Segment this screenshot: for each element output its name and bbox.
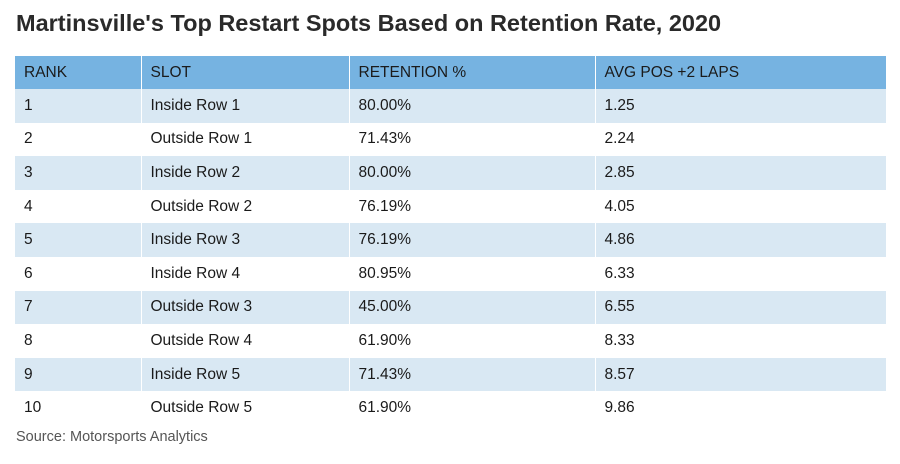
rank-cell: 1 [15,89,142,123]
table-row: 10 Outside Row 5 61.90% 9.86 [15,391,886,425]
rank-cell: 8 [15,324,142,358]
column-header-avg-pos: AVG POS +2 LAPS [595,56,886,89]
avg-pos-cell: 8.33 [595,324,886,358]
avg-pos-cell: 4.05 [595,189,886,224]
slot-cell: Outside Row 2 [141,189,350,224]
table-row: 4 Outside Row 2 76.19% 4.05 [15,189,886,224]
retention-cell: 80.00% [349,89,596,123]
avg-pos-cell: 2.24 [595,122,886,157]
retention-cell: 76.19% [349,189,596,224]
rank-cell: 5 [15,223,142,257]
table-row: 8 Outside Row 4 61.90% 8.33 [15,324,886,358]
slot-cell: Outside Row 1 [141,122,350,157]
avg-pos-cell: 8.57 [595,357,886,392]
chart-title: Martinsville's Top Restart Spots Based o… [16,10,722,36]
avg-pos-cell: 6.55 [595,290,886,325]
rank-cell: 3 [15,156,142,190]
retention-cell: 61.90% [349,324,596,358]
column-header-rank: RANK [15,56,142,89]
source-note: Source: Motorsports Analytics [16,429,208,445]
retention-cell: 80.95% [349,256,596,291]
table-row: 2 Outside Row 1 71.43% 2.24 [15,122,886,157]
slot-cell: Inside Row 4 [141,256,350,291]
retention-cell: 71.43% [349,122,596,157]
table-row: 1 Inside Row 1 80.00% 1.25 [15,89,886,123]
table-row: 9 Inside Row 5 71.43% 8.57 [15,357,886,392]
rank-cell: 7 [15,290,142,325]
slot-cell: Inside Row 5 [141,357,350,392]
rank-cell: 4 [15,189,142,224]
rank-cell: 2 [15,122,142,157]
retention-cell: 80.00% [349,156,596,190]
rank-cell: 6 [15,256,142,291]
rank-cell: 10 [15,391,142,425]
table-header-row: RANK SLOT RETENTION % AVG POS +2 LAPS [15,56,886,89]
rank-cell: 9 [15,357,142,392]
table-row: 5 Inside Row 3 76.19% 4.86 [15,223,886,257]
slot-cell: Inside Row 3 [141,223,350,257]
table-body: 1 Inside Row 1 80.00% 1.25 2 Outside Row 1 71.… [15,89,886,425]
avg-pos-cell: 1.25 [595,89,886,123]
column-header-retention: RETENTION % [349,56,596,89]
slot-cell: Inside Row 1 [141,89,350,123]
avg-pos-cell: 2.85 [595,156,886,190]
retention-cell: 61.90% [349,391,596,425]
retention-cell: 76.19% [349,223,596,257]
slot-cell: Inside Row 2 [141,156,350,190]
retention-cell: 71.43% [349,357,596,392]
retention-cell: 45.00% [349,290,596,325]
table-row: 3 Inside Row 2 80.00% 2.85 [15,156,886,190]
slot-cell: Outside Row 4 [141,324,350,358]
slot-cell: Outside Row 3 [141,290,350,325]
table-row: 6 Inside Row 4 80.95% 6.33 [15,256,886,291]
slot-cell: Outside Row 5 [141,391,350,425]
avg-pos-cell: 6.33 [595,256,886,291]
avg-pos-cell: 4.86 [595,223,886,257]
avg-pos-cell: 9.86 [595,391,886,425]
column-header-slot: SLOT [141,56,350,89]
table-row: 7 Outside Row 3 45.00% 6.55 [15,290,886,325]
